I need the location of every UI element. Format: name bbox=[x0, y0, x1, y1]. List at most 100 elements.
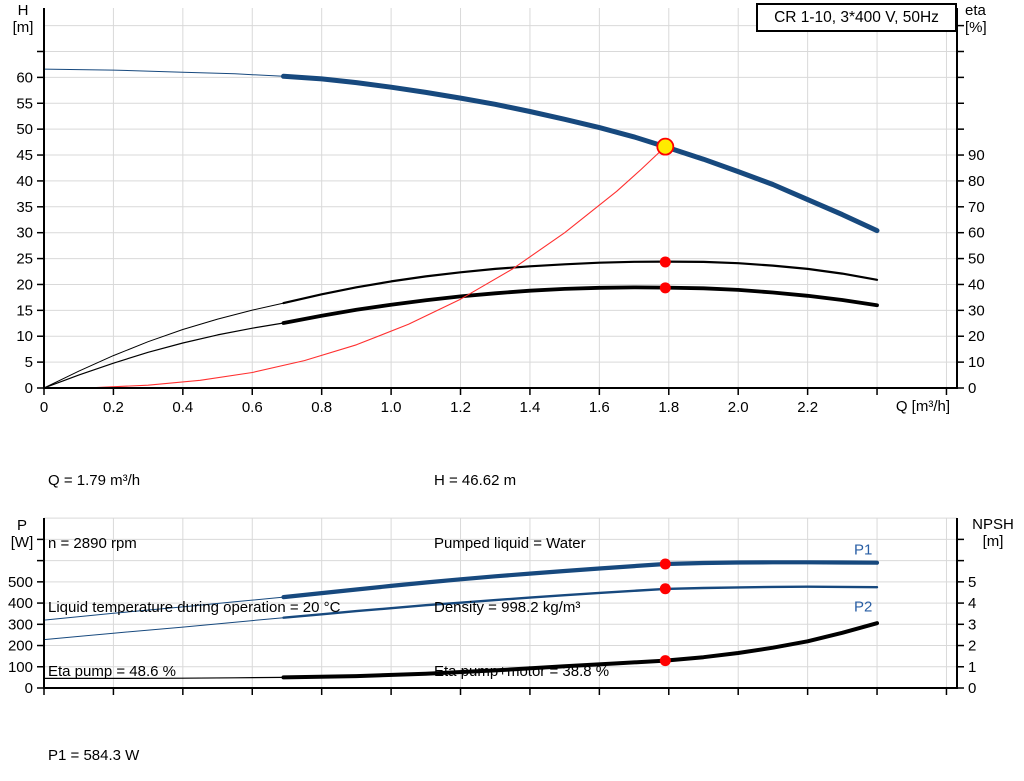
info-head: H = 46.62 m bbox=[434, 471, 517, 489]
curve-label-P1: P1 bbox=[854, 542, 872, 559]
h-axis-title-line1: H bbox=[17, 2, 29, 19]
right-tick-label: 30 bbox=[968, 302, 985, 319]
curve-system-curve bbox=[43, 146, 666, 389]
p-axis-title-line2: [W] bbox=[10, 534, 34, 551]
gridlines bbox=[44, 8, 957, 388]
x-tick-label: 2.2 bbox=[797, 399, 818, 416]
right-tick-label: 10 bbox=[968, 354, 985, 371]
x-tick-label: 0 bbox=[40, 399, 48, 416]
duty-info-left: Q = 1.79 m³/h n = 2890 rpm Liquid temper… bbox=[48, 427, 340, 725]
info-speed: n = 2890 rpm bbox=[48, 535, 137, 553]
right-tick-label: 40 bbox=[968, 276, 985, 293]
right-tick-label: 4 bbox=[968, 595, 976, 612]
curve-P1-segment bbox=[281, 560, 880, 600]
left-tick-label: 5 bbox=[25, 354, 33, 371]
head-eta-chart: 0 5 10 15 20 25 30 35 40 45 50 55 60 0 10 20 30 40 50 60 70 8… bbox=[16, 8, 985, 416]
curve-P2 bbox=[43, 585, 879, 641]
duty-info-right: H = 46.62 m Pumped liquid = Water Densit… bbox=[434, 427, 609, 725]
eta-pump-duty-dot bbox=[659, 256, 671, 268]
p-axis-title-line1: P bbox=[16, 517, 27, 534]
eta-axis-title-line1: eta bbox=[965, 2, 986, 19]
left-tick-label: 15 bbox=[16, 302, 33, 319]
right-tick-label: 70 bbox=[968, 199, 985, 216]
tick-labels: 0 5 10 15 20 25 30 35 40 45 50 55 60 0 10 20 30 40 50 60 70 8… bbox=[16, 69, 984, 416]
right-tick-label: 5 bbox=[968, 574, 976, 591]
x-tick-label: 1.8 bbox=[658, 399, 679, 416]
curve-eta-pump-segment bbox=[43, 302, 284, 389]
curve-label-P2: P2 bbox=[854, 598, 872, 615]
x-tick-label: 0.6 bbox=[242, 399, 263, 416]
left-tick-label: 60 bbox=[16, 69, 33, 86]
left-tick-label: 25 bbox=[16, 251, 33, 268]
h-axis-title-line2: [m] bbox=[12, 19, 34, 36]
curve-P1 bbox=[43, 560, 880, 621]
right-tick-label: 1 bbox=[968, 659, 976, 676]
curve-eta-pump-motor-segment bbox=[43, 322, 285, 389]
npsh-duty-dot bbox=[659, 655, 671, 667]
info-density: Density = 998.2 kg/m³ bbox=[434, 599, 581, 617]
duty-point[interactable] bbox=[656, 137, 675, 156]
curve-eta-pump-segment bbox=[282, 260, 879, 305]
eta-axis-title-line2: [%] bbox=[965, 19, 987, 36]
left-tick-label: 40 bbox=[16, 173, 33, 190]
x-tick-label: 1.4 bbox=[520, 399, 541, 416]
curve-eta-pump-motor bbox=[43, 285, 879, 389]
info-flow: Q = 1.79 m³/h bbox=[48, 471, 141, 489]
npsh-axis-title: NPSH [m] bbox=[965, 516, 1021, 550]
info-pumped-liquid: Pumped liquid = Water bbox=[434, 535, 586, 553]
info-eta-pump: Eta pump = 48.6 % bbox=[48, 663, 176, 681]
left-tick-label: 300 bbox=[8, 616, 33, 633]
npsh-axis-title-line2: [m] bbox=[982, 533, 1004, 550]
curve-eta-pump-motor-segment bbox=[281, 285, 879, 325]
q-axis-title: Q [m³/h] bbox=[895, 398, 950, 415]
gridlines bbox=[44, 517, 957, 688]
x-tick-label: 1.0 bbox=[381, 399, 402, 416]
curve-P2-segment bbox=[43, 617, 284, 641]
curve-system-curve-segment bbox=[43, 146, 666, 389]
axes bbox=[43, 8, 958, 389]
eta-axis-title: eta [%] bbox=[965, 2, 1021, 36]
p1-duty-dot bbox=[659, 558, 671, 570]
right-tick-label: 50 bbox=[968, 251, 985, 268]
left-tick-label: 500 bbox=[8, 574, 33, 591]
info-eta-pump-motor: Eta pump+motor = 38.8 % bbox=[434, 663, 610, 681]
tick-marks bbox=[37, 24, 964, 395]
pump-title-box: CR 1-10, 3*400 V, 50Hz bbox=[756, 3, 957, 32]
left-tick-label: 100 bbox=[8, 659, 33, 676]
tick-marks bbox=[37, 538, 964, 695]
left-tick-label: 400 bbox=[8, 595, 33, 612]
right-tick-label: 60 bbox=[968, 225, 985, 242]
curve-pump-curve-H-Q-segment bbox=[43, 68, 284, 77]
info-liquid-temperature: Liquid temperature during operation = 20… bbox=[48, 599, 341, 617]
left-tick-label: 35 bbox=[16, 199, 33, 216]
npsh-axis-title-line1: NPSH bbox=[972, 516, 1014, 533]
p2-duty-dot bbox=[659, 583, 671, 595]
x-tick-label: 2.0 bbox=[728, 399, 749, 416]
left-tick-label: 0 bbox=[25, 680, 33, 697]
h-axis-title: H [m] bbox=[2, 2, 44, 36]
x-tick-label: 0.4 bbox=[172, 399, 193, 416]
curve-P1-segment bbox=[43, 596, 284, 621]
info-p1: P1 = 584.3 W bbox=[48, 746, 140, 764]
left-tick-label: 45 bbox=[16, 147, 33, 164]
tick-labels: 0 100 200 300 400 500 0 1 2 3 4 5 bbox=[8, 574, 976, 697]
x-tick-label: 1.2 bbox=[450, 399, 471, 416]
left-tick-label: 55 bbox=[16, 95, 33, 112]
left-tick-label: 200 bbox=[8, 638, 33, 655]
right-tick-label: 2 bbox=[968, 638, 976, 655]
right-tick-label: 3 bbox=[968, 616, 976, 633]
right-tick-label: 80 bbox=[968, 173, 985, 190]
curve-NPSH-segment bbox=[43, 676, 285, 680]
power-npsh-chart: P1 P2 0 100 200 300 400 500 0 1 2 3 4 5 bbox=[8, 517, 976, 697]
x-tick-label: 1.6 bbox=[589, 399, 610, 416]
x-tick-label: 0.8 bbox=[311, 399, 332, 416]
eta-motor-duty-dot bbox=[659, 282, 671, 294]
right-tick-label: 0 bbox=[968, 680, 976, 697]
x-tick-label: 0.2 bbox=[103, 399, 124, 416]
left-tick-label: 30 bbox=[16, 225, 33, 242]
curve-P2-segment bbox=[282, 585, 879, 619]
left-tick-label: 20 bbox=[16, 276, 33, 293]
right-tick-label: 0 bbox=[968, 380, 976, 397]
